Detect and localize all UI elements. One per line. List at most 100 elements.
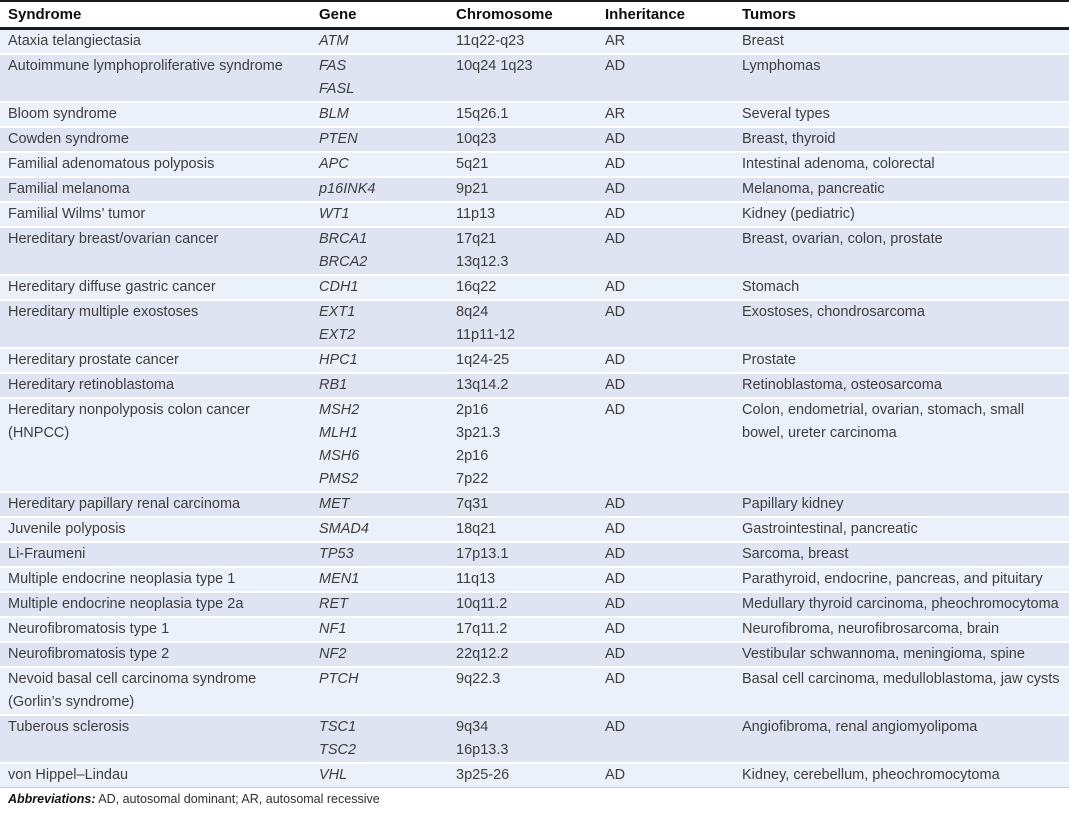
tumors-cell: Lymphomas xyxy=(742,58,821,74)
tumors-cell: Kidney (pediatric) xyxy=(742,206,855,222)
chromosome-location: 3p21.3 xyxy=(456,425,501,441)
inheritance-cell: AD xyxy=(605,646,626,662)
chromosome-location: 2p16 xyxy=(456,402,489,418)
chromosome-location: 9q22.3 xyxy=(456,671,501,687)
gene-name: BRCA1 xyxy=(319,231,368,247)
syndrome-cell: Multiple endocrine neoplasia type 1 xyxy=(8,571,236,587)
table-row: Familial Wilms’ tumor WT1 11p13 AD Kidney (p… xyxy=(0,203,1069,228)
table-row: von Hippel–Lindau VHL 3p25-26 AD Kidney, cer… xyxy=(0,764,1069,788)
gene-name: p16INK4 xyxy=(319,181,376,197)
gene-name: MET xyxy=(319,496,350,512)
syndrome-cell: Hereditary papillary renal carcinoma xyxy=(8,496,241,512)
gene-cell: MET xyxy=(319,493,456,516)
gene-name: SMAD4 xyxy=(319,521,369,537)
gene-name: MSH6 xyxy=(319,448,360,464)
column-header-tumors: Tumors xyxy=(742,6,796,23)
inheritance-cell: AD xyxy=(605,279,626,295)
chromosome-cell: 7q31 xyxy=(456,493,605,516)
gene-cell: APC xyxy=(319,153,456,176)
gene-name: MLH1 xyxy=(319,425,358,441)
syndrome-cell: Hereditary diffuse gastric cancer xyxy=(8,279,216,295)
chromosome-cell: 17q11.2 xyxy=(456,618,605,641)
syndrome-cell: Hereditary multiple exostoses xyxy=(8,304,199,320)
chromosome-cell: 8q24 11p11-12 xyxy=(456,301,605,347)
table-row: Li-Fraumeni TP53 17p13.1 AD Sarcoma, breast xyxy=(0,543,1069,568)
gene-cell: SMAD4 xyxy=(319,518,456,541)
column-header-inheritance: Inheritance xyxy=(605,6,686,23)
inheritance-cell: AD xyxy=(605,496,626,512)
table-row: Hereditary papillary renal carcinoma MET 7… xyxy=(0,493,1069,518)
chromosome-cell: 22q12.2 xyxy=(456,643,605,666)
chromosome-location: 7q31 xyxy=(456,496,489,512)
tumors-cell: Stomach xyxy=(742,279,800,295)
inheritance-cell: AD xyxy=(605,131,626,147)
syndrome-cell: Multiple endocrine neoplasia type 2a xyxy=(8,596,244,612)
gene-name: HPC1 xyxy=(319,352,358,368)
inheritance-cell: AD xyxy=(605,377,626,393)
inheritance-cell: AD xyxy=(605,571,626,587)
table-row: Tuberous sclerosis TSC1 TSC2 9q34 16p13.3 AD A… xyxy=(0,716,1069,764)
chromosome-location: 7p22 xyxy=(456,471,489,487)
gene-name: EXT2 xyxy=(319,327,356,343)
column-header-gene: Gene xyxy=(319,6,357,23)
chromosome-location: 17p13.1 xyxy=(456,546,509,562)
table-row: Hereditary breast/ovarian cancer BRCA1 BRC… xyxy=(0,228,1069,276)
gene-name: WT1 xyxy=(319,206,350,222)
table-row: Neurofibromatosis type 1 NF1 17q11.2 AD Neur… xyxy=(0,618,1069,643)
table-row: Bloom syndrome BLM 15q26.1 AR Several types xyxy=(0,103,1069,128)
gene-cell: TP53 xyxy=(319,543,456,566)
chromosome-cell: 9p21 xyxy=(456,178,605,201)
gene-name: NF2 xyxy=(319,646,347,662)
gene-name: FAS xyxy=(319,58,347,74)
chromosome-cell: 9q22.3 xyxy=(456,668,605,714)
tumors-cell: Basal cell carcinoma, medulloblastoma, j… xyxy=(742,671,1060,687)
gene-name: FASL xyxy=(319,81,355,97)
chromosome-cell: 17q21 13q12.3 xyxy=(456,228,605,274)
gene-name: RB1 xyxy=(319,377,348,393)
tumors-cell: Vestibular schwannoma, meningioma, spine xyxy=(742,646,1025,662)
gene-name: BRCA2 xyxy=(319,254,368,270)
tumors-cell: Gastrointestinal, pancreatic xyxy=(742,521,918,537)
inheritance-cell: AD xyxy=(605,304,626,320)
gene-cell: TSC1 TSC2 xyxy=(319,716,456,762)
inheritance-cell: AD xyxy=(605,181,626,197)
tumors-cell: Kidney, cerebellum, pheochromocytoma xyxy=(742,767,1000,783)
inheritance-cell: AD xyxy=(605,231,626,247)
column-header-chromosome: Chromosome xyxy=(456,6,553,23)
gene-cell: WT1 xyxy=(319,203,456,226)
gene-cell: RET xyxy=(319,593,456,616)
gene-cell: NF1 xyxy=(319,618,456,641)
tumors-cell: Prostate xyxy=(742,352,796,368)
table-row: Hereditary multiple exostoses EXT1 EXT2 8q2… xyxy=(0,301,1069,349)
chromosome-cell: 11q22-q23 xyxy=(456,30,605,53)
gene-name: TP53 xyxy=(319,546,354,562)
syndrome-cell: Tuberous sclerosis xyxy=(8,719,130,735)
chromosome-cell: 10q24 1q23 xyxy=(456,55,605,101)
table-row: Hereditary retinoblastoma RB1 13q14.2 AD Ret… xyxy=(0,374,1069,399)
table-row: Familial melanoma p16INK4 9p21 AD Melanoma, … xyxy=(0,178,1069,203)
table-row: Neurofibromatosis type 2 NF2 22q12.2 AD Vest… xyxy=(0,643,1069,668)
syndrome-cell: Cowden syndrome xyxy=(8,131,129,147)
table-row: Hereditary diffuse gastric cancer CDH1 16q… xyxy=(0,276,1069,301)
syndrome-cell: Hereditary retinoblastoma xyxy=(8,377,175,393)
chromosome-location: 11q22-q23 xyxy=(456,33,525,49)
chromosome-location: 5q21 xyxy=(456,156,489,172)
gene-name: CDH1 xyxy=(319,279,359,295)
chromosome-cell: 15q26.1 xyxy=(456,103,605,126)
inheritance-cell: AD xyxy=(605,671,626,687)
chromosome-location: 9p21 xyxy=(456,181,489,197)
gene-cell: BLM xyxy=(319,103,456,126)
inheritance-cell: AD xyxy=(605,546,626,562)
table-row: Autoimmune lymphoproliferative syndrome F… xyxy=(0,55,1069,103)
inheritance-cell: AD xyxy=(605,596,626,612)
inheritance-cell: AD xyxy=(605,767,626,783)
inheritance-cell: AR xyxy=(605,106,626,122)
tumors-cell: Neurofibroma, neurofibrosarcoma, brain xyxy=(742,621,1000,637)
table-row: Multiple endocrine neoplasia type 1 MEN1 1… xyxy=(0,568,1069,593)
gene-cell: RB1 xyxy=(319,374,456,397)
chromosome-location: 10q24 1q23 xyxy=(456,58,533,74)
chromosome-cell: 16q22 xyxy=(456,276,605,299)
tumors-cell: Breast, thyroid xyxy=(742,131,836,147)
syndrome-cell: Hereditary prostate cancer xyxy=(8,352,179,368)
column-header-syndrome: Syndrome xyxy=(8,6,82,23)
